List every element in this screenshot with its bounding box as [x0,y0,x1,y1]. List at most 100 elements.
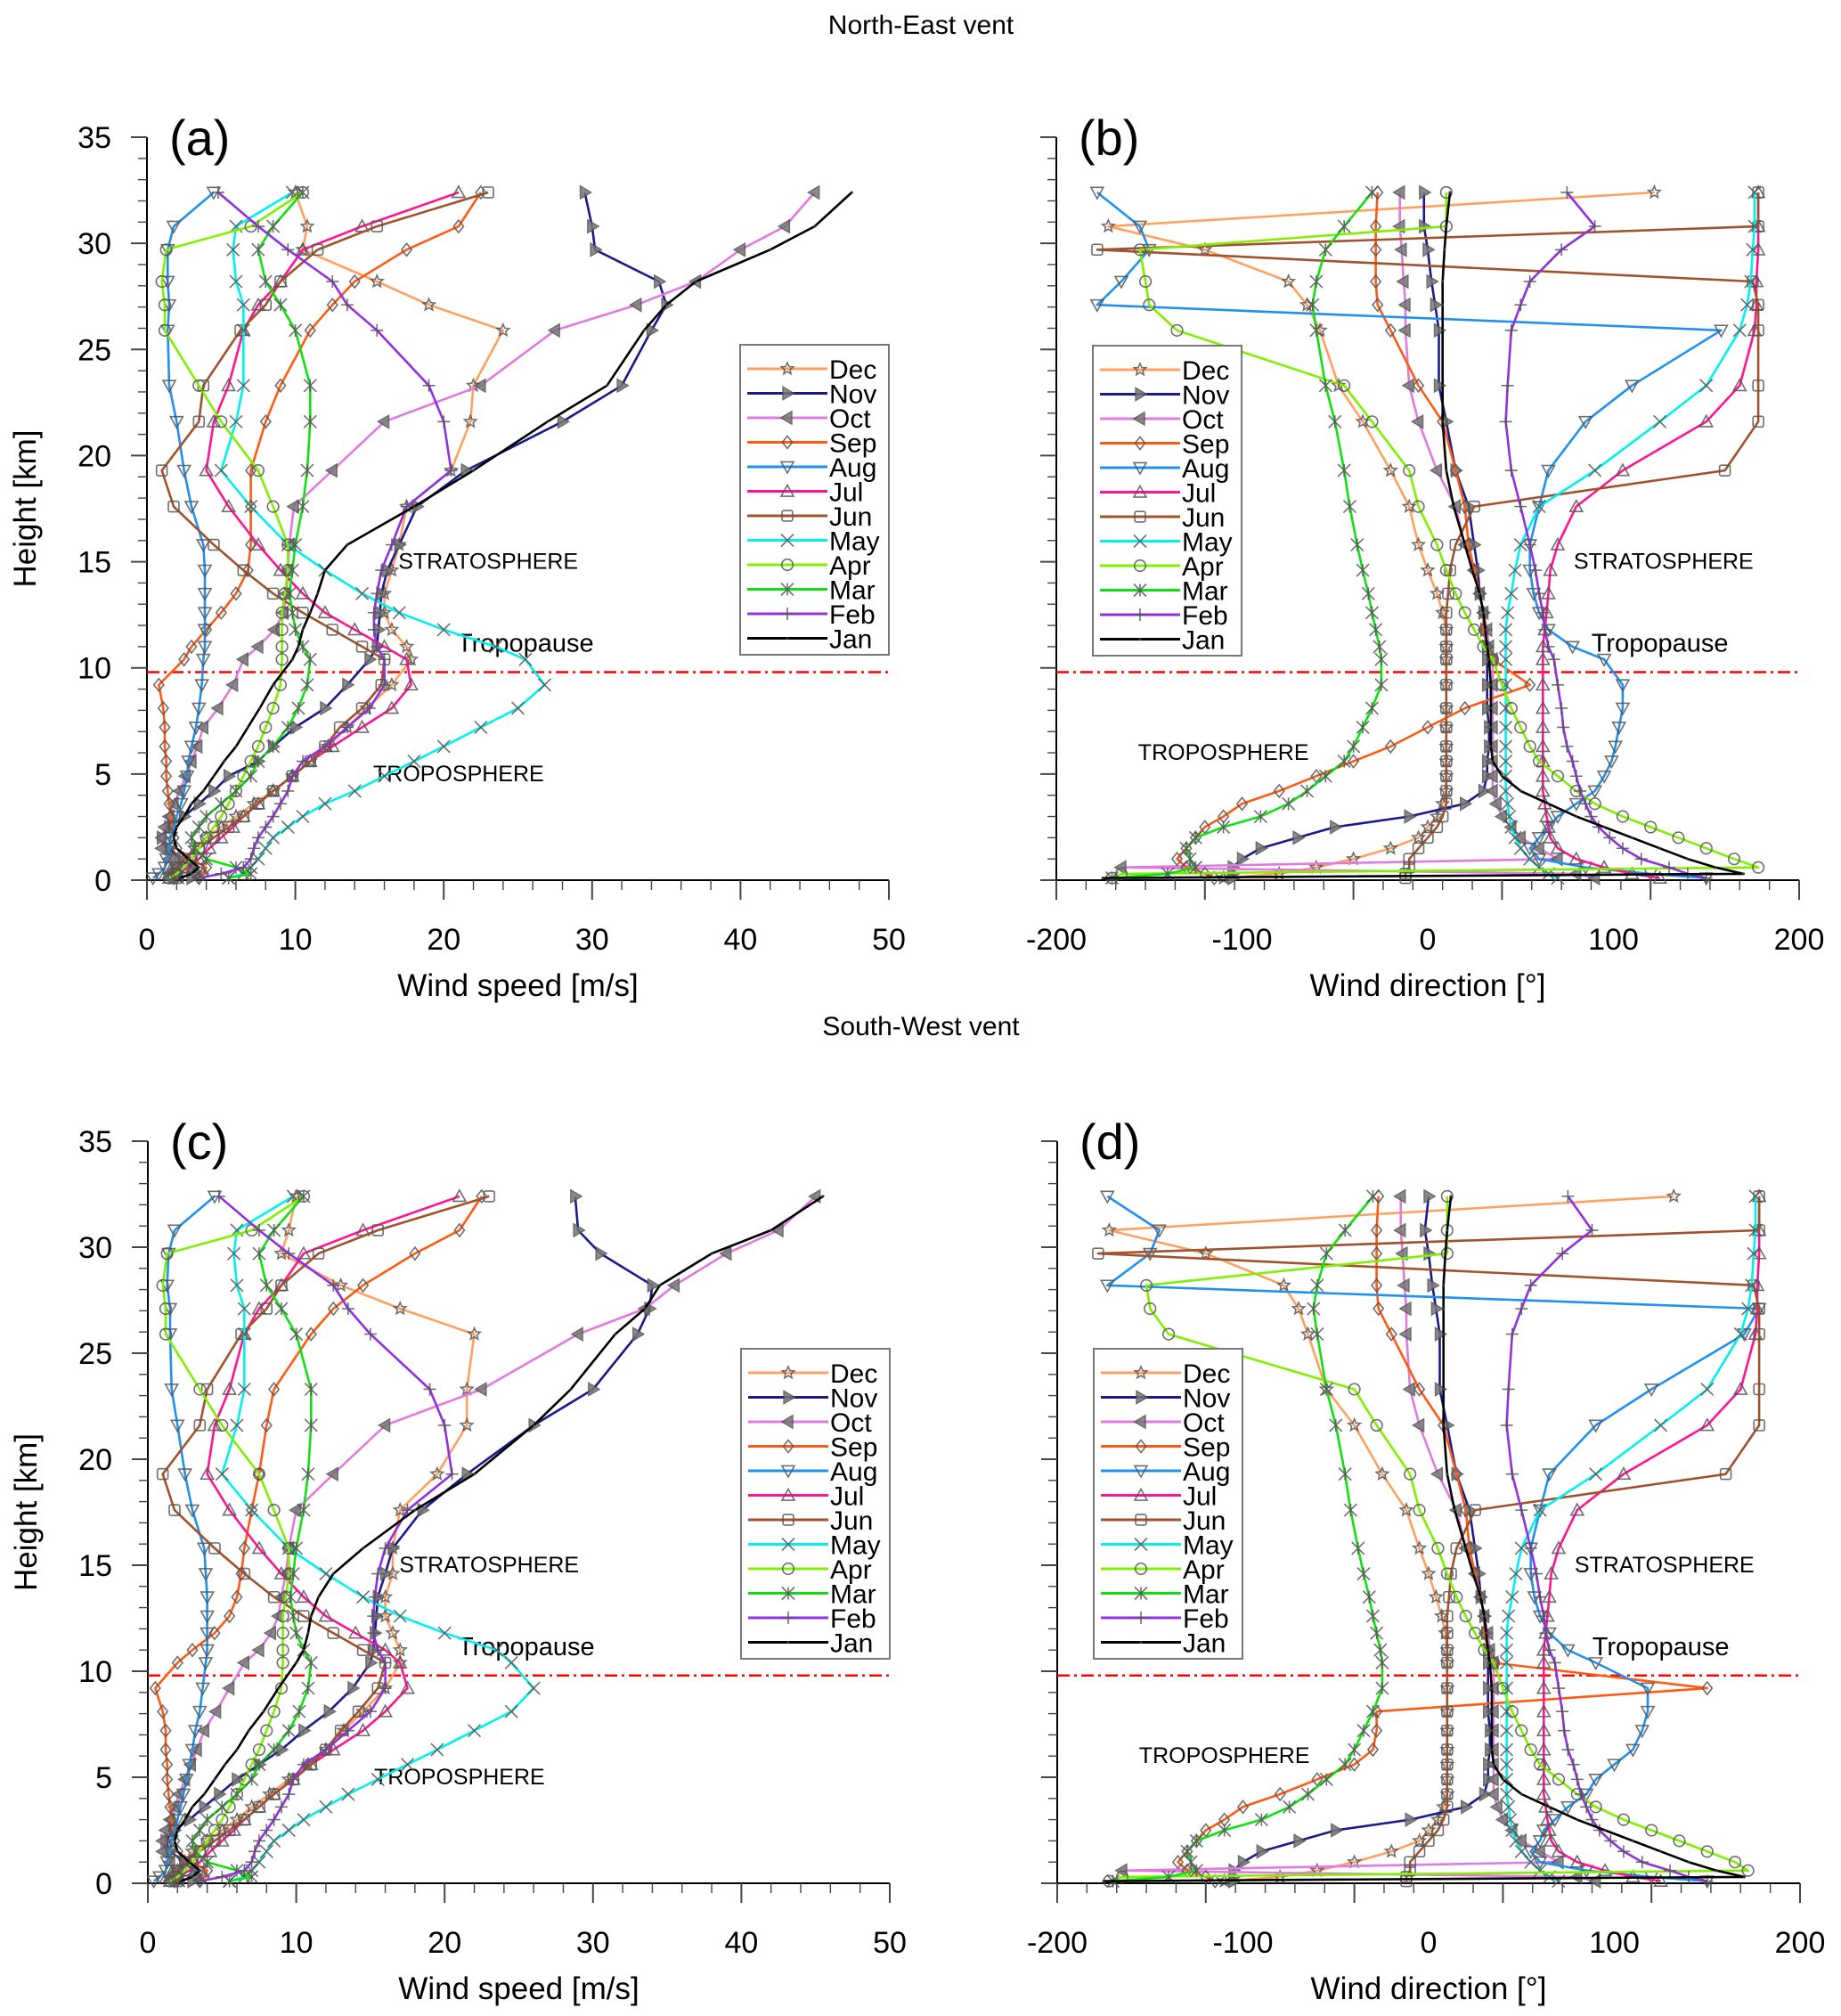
data-point [462,413,478,429]
data-point [179,770,195,784]
data-point [245,1772,259,1786]
data-point [157,700,169,716]
series-aug [146,1190,223,1889]
series-jul [1536,1188,1767,1888]
data-point [1441,1705,1454,1718]
legend-item-aug: Aug [1101,1457,1230,1487]
y-tick-label: 20 [77,439,111,473]
data-point [1366,1742,1380,1758]
data-point [244,500,258,514]
legend-label: May [829,527,880,557]
data-point [1547,653,1560,666]
y-tick-label: 25 [77,333,111,367]
legend-label: Apr [830,1555,872,1585]
series-jan [173,1195,825,1883]
data-point [1560,1800,1576,1815]
data-point [466,1326,483,1341]
data-point [1255,840,1268,856]
series-may [1499,185,1762,886]
data-point [1519,1792,1523,1796]
data-point [347,784,362,798]
data-point [1189,1833,1203,1848]
data-point [1499,720,1513,734]
data-point [159,1856,175,1870]
data-point [286,499,299,515]
legend-item-nov: Nov [747,380,876,410]
data-point [199,462,214,477]
data-point [1643,1383,1659,1398]
data-point [178,651,191,667]
data-point [207,1417,223,1432]
data-point [235,651,248,667]
data-point [230,1278,244,1293]
data-point [1434,1382,1448,1397]
data-point [1132,220,1148,234]
data-point [1361,586,1375,600]
data-point [1440,679,1453,691]
data-point [1499,739,1513,754]
data-point [1699,842,1713,855]
data-point [1319,1382,1333,1397]
data-point [175,1829,179,1832]
data-point [453,1222,466,1238]
legend-marker [786,1641,790,1644]
data-point [281,1724,296,1738]
data-point [1500,1626,1514,1640]
data-point [1607,1759,1622,1773]
data-point [296,1589,312,1604]
data-point [1531,853,1547,867]
series-line [161,1195,305,1882]
data-point [1089,186,1105,200]
data-point [1588,1773,1604,1788]
data-point [222,1381,237,1395]
data-point [191,820,206,834]
data-point [200,1627,215,1641]
series-jan [172,191,853,880]
data-point [1532,1835,1548,1849]
data-point [1504,701,1518,715]
data-point [1347,739,1361,754]
data-point [155,1833,168,1849]
data-point [1537,1610,1551,1623]
data-point [215,1467,229,1481]
data-point [1375,1655,1389,1670]
data-point [273,678,288,691]
data-point [222,1502,237,1516]
data-point [295,1661,298,1664]
data-point [266,701,280,715]
data-point [1431,1541,1445,1555]
data-point [200,1834,214,1848]
data-point [273,1565,289,1579]
data-point [1533,1758,1547,1771]
data-point [1596,860,1612,874]
series-jan [1101,191,1745,880]
data-point [1489,706,1493,710]
data-point [1441,1743,1454,1756]
data-point [1101,1221,1117,1237]
data-point [664,303,668,306]
legend-item-oct: Oct [748,1408,872,1438]
data-point [392,606,406,620]
legend-item-may: May [748,1531,881,1561]
series-may [215,1189,541,1889]
data-point [1430,820,1444,834]
data-point [1597,1863,1613,1877]
data-point [200,1591,215,1605]
data-point [1412,378,1425,394]
data-point [208,538,220,551]
north-east-vent-title: North-East vent [827,11,1014,40]
data-point [282,1788,296,1801]
data-point [1439,564,1453,577]
data-point [1101,877,1104,880]
data-point [1585,1813,1599,1826]
data-point [300,463,314,477]
data-point [1375,1681,1389,1695]
data-point [1741,1302,1755,1316]
data-point [813,224,817,228]
data-point [159,275,175,290]
data-point [1487,657,1491,661]
data-point [1421,1565,1437,1580]
data-point [1460,796,1473,812]
data-point [1536,1771,1552,1785]
data-point [1664,1864,1677,1877]
